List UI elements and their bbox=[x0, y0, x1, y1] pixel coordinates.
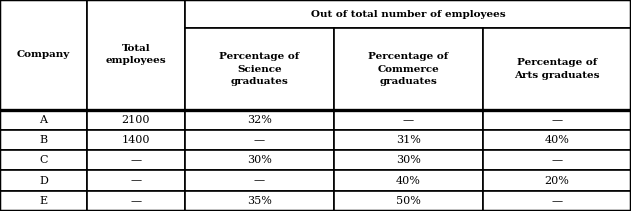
Text: E: E bbox=[40, 196, 47, 206]
Text: 30%: 30% bbox=[396, 155, 421, 165]
Bar bbox=[185, 191, 334, 211]
Bar bbox=[185, 170, 334, 191]
Bar bbox=[87, 130, 185, 150]
Bar bbox=[87, 110, 185, 130]
Bar bbox=[483, 150, 631, 170]
Text: D: D bbox=[39, 176, 48, 186]
Text: 1400: 1400 bbox=[122, 135, 150, 145]
Bar bbox=[185, 110, 334, 130]
Text: 40%: 40% bbox=[545, 135, 569, 145]
Bar bbox=[185, 130, 334, 150]
Bar bbox=[483, 170, 631, 191]
Text: 35%: 35% bbox=[247, 196, 272, 206]
Bar bbox=[0, 130, 87, 150]
Text: —: — bbox=[403, 115, 414, 125]
Text: 31%: 31% bbox=[396, 135, 421, 145]
Bar bbox=[0, 110, 87, 130]
Text: —: — bbox=[131, 155, 141, 165]
Bar bbox=[185, 28, 334, 110]
Text: —: — bbox=[131, 176, 141, 186]
Text: —: — bbox=[551, 155, 562, 165]
Bar bbox=[483, 110, 631, 130]
Text: —: — bbox=[254, 135, 265, 145]
Bar bbox=[87, 191, 185, 211]
Text: —: — bbox=[551, 196, 562, 206]
Bar bbox=[87, 150, 185, 170]
Bar bbox=[0, 170, 87, 191]
Text: 50%: 50% bbox=[396, 196, 421, 206]
Text: 32%: 32% bbox=[247, 115, 272, 125]
Bar bbox=[87, 170, 185, 191]
Text: Percentage of
Science
graduates: Percentage of Science graduates bbox=[220, 52, 299, 86]
Text: Company: Company bbox=[17, 50, 70, 59]
Text: Percentage of
Commerce
graduates: Percentage of Commerce graduates bbox=[369, 52, 448, 86]
Text: Total
employees: Total employees bbox=[105, 45, 167, 65]
Bar bbox=[483, 130, 631, 150]
Bar bbox=[334, 191, 483, 211]
Bar bbox=[0, 150, 87, 170]
Text: —: — bbox=[254, 176, 265, 186]
Bar bbox=[87, 0, 185, 110]
Bar bbox=[185, 150, 334, 170]
Text: 20%: 20% bbox=[545, 176, 569, 186]
Bar bbox=[334, 130, 483, 150]
Text: 40%: 40% bbox=[396, 176, 421, 186]
Bar bbox=[483, 28, 631, 110]
Text: B: B bbox=[40, 135, 47, 145]
Text: Percentage of
Arts graduates: Percentage of Arts graduates bbox=[514, 58, 599, 80]
Bar bbox=[0, 191, 87, 211]
Bar bbox=[334, 28, 483, 110]
Text: 30%: 30% bbox=[247, 155, 272, 165]
Bar bbox=[0, 0, 87, 110]
Text: C: C bbox=[39, 155, 48, 165]
Bar bbox=[334, 110, 483, 130]
Text: —: — bbox=[131, 196, 141, 206]
Bar bbox=[334, 150, 483, 170]
Text: Out of total number of employees: Out of total number of employees bbox=[310, 10, 505, 19]
Bar bbox=[483, 191, 631, 211]
Bar bbox=[185, 0, 631, 28]
Text: A: A bbox=[40, 115, 47, 125]
Bar bbox=[334, 170, 483, 191]
Text: —: — bbox=[551, 115, 562, 125]
Text: 2100: 2100 bbox=[122, 115, 150, 125]
